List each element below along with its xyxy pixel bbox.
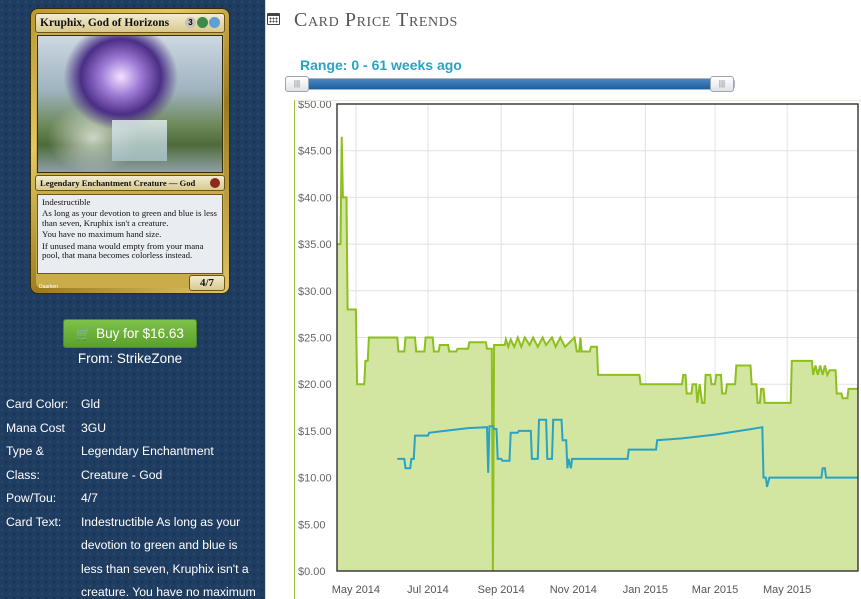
green-mana-icon <box>197 17 208 28</box>
rules-line: Indestructible <box>42 197 91 207</box>
x-tick-label: May 2014 <box>332 584 380 596</box>
panel-title: Card Price Trends <box>267 9 458 32</box>
x-tick-label: Sep 2014 <box>478 584 525 596</box>
detail-label: Type & Class: <box>6 444 44 482</box>
x-tick-label: Mar 2015 <box>692 584 738 596</box>
plot-border <box>336 103 859 572</box>
chart-frame: $0.00 $5.00 $10.00 $15.00 $20.00 $25.00 $30.00… <box>294 100 861 599</box>
shopping-cart-icon: 🛒 <box>76 327 92 341</box>
blue-mana-icon <box>209 17 220 28</box>
range-slider[interactable]: ||| ||| <box>285 76 735 92</box>
calendar-icon <box>267 13 280 25</box>
detail-label: Card Text: <box>6 514 62 529</box>
x-tick-label: Jul 2014 <box>407 584 449 596</box>
range-slider-start-handle[interactable]: ||| <box>285 76 309 92</box>
detail-label: Card Color: <box>6 397 69 411</box>
buy-button[interactable]: 🛒 Buy for $16.63 <box>63 319 197 348</box>
rules-line: You have no maximum hand size. <box>42 229 162 240</box>
detail-label: Pow/Tou: <box>6 491 57 505</box>
price-chart: $0.00 $5.00 $10.00 $15.00 $20.00 $25.00 $30.00… <box>298 101 859 596</box>
y-tick-label: $15.00 <box>298 426 332 438</box>
card-sidebar: Kruphix, God of Horizons 3 Legendary Enc… <box>0 0 266 599</box>
detail-value: Gld <box>81 397 100 411</box>
card-name: Kruphix, God of Horizons <box>40 17 170 29</box>
set-symbol-icon <box>210 178 220 188</box>
range-slider-track[interactable] <box>287 78 735 90</box>
x-tick-label: May 2015 <box>763 584 811 596</box>
card-power-toughness: 4/7 <box>189 275 225 291</box>
x-tick-label: Jan 2015 <box>623 584 668 596</box>
price-trends-panel: Card Price Trends Range: 0 - 61 weeks ag… <box>267 0 861 599</box>
rules-line: As long as your devotion to green and bl… <box>42 208 217 228</box>
detail-value: 3GU <box>81 420 107 435</box>
range-label: Range: 0 - 61 weeks ago <box>300 57 462 73</box>
series-line-1 <box>397 418 858 488</box>
y-tick-label: $40.00 <box>298 192 332 204</box>
detail-value: Indestructible As long as your devotion … <box>81 514 256 599</box>
detail-row-mana-cost: Mana Cost 3GU <box>6 417 262 441</box>
card-details: Card Color: Gld Mana Cost 3GU Type & Cla… <box>6 393 262 599</box>
y-tick-label: $45.00 <box>298 146 332 158</box>
card-rules-box: Indestructible As long as your devotion … <box>37 194 223 274</box>
card-art <box>37 35 223 173</box>
card-title-bar: Kruphix, God of Horizons 3 <box>35 13 225 33</box>
buy-button-label: Buy for $16.63 <box>96 326 184 341</box>
y-tick-label: $20.00 <box>298 379 332 391</box>
mana-cost-symbols: 3 <box>185 17 220 28</box>
waterfall-art <box>111 120 167 162</box>
y-tick-label: $30.00 <box>298 286 332 298</box>
card-type-line: Legendary Enchantment Creature — God <box>40 178 196 188</box>
card-image[interactable]: Kruphix, God of Horizons 3 Legendary Enc… <box>30 8 230 294</box>
y-tick-label: $35.00 <box>298 239 332 251</box>
range-slider-end-handle[interactable]: ||| <box>710 76 734 92</box>
detail-value: Legendary Enchantment Creature - God <box>81 444 214 482</box>
detail-row-pow-tou: Pow/Tou: 4/7 <box>6 487 262 511</box>
x-tick-label: Nov 2014 <box>550 584 597 596</box>
detail-row-color: Card Color: Gld <box>6 393 262 417</box>
vendor-label: From: StrikeZone <box>77 351 183 366</box>
detail-value: 4/7 <box>81 491 98 505</box>
y-tick-label: $50.00 <box>298 101 332 111</box>
detail-label: Mana Cost <box>6 420 65 435</box>
generic-mana-icon: 3 <box>185 17 196 28</box>
series-line-0 <box>337 136 858 572</box>
card-artist: Daarken <box>39 284 58 290</box>
y-tick-label: $25.00 <box>298 333 332 345</box>
y-tick-label: $5.00 <box>298 519 326 531</box>
rules-line: If unused mana would empty from your man… <box>42 240 204 261</box>
panel-title-text: Card Price Trends <box>294 9 458 31</box>
y-tick-label: $0.00 <box>298 566 326 578</box>
card-type-bar: Legendary Enchantment Creature — God <box>35 175 225 191</box>
series-area-0 <box>337 136 858 571</box>
detail-row-card-text: Card Text: Indestructible As long as you… <box>6 511 262 599</box>
detail-row-type: Type & Class: Legendary Enchantment Crea… <box>6 440 262 487</box>
y-tick-label: $10.00 <box>298 473 332 485</box>
